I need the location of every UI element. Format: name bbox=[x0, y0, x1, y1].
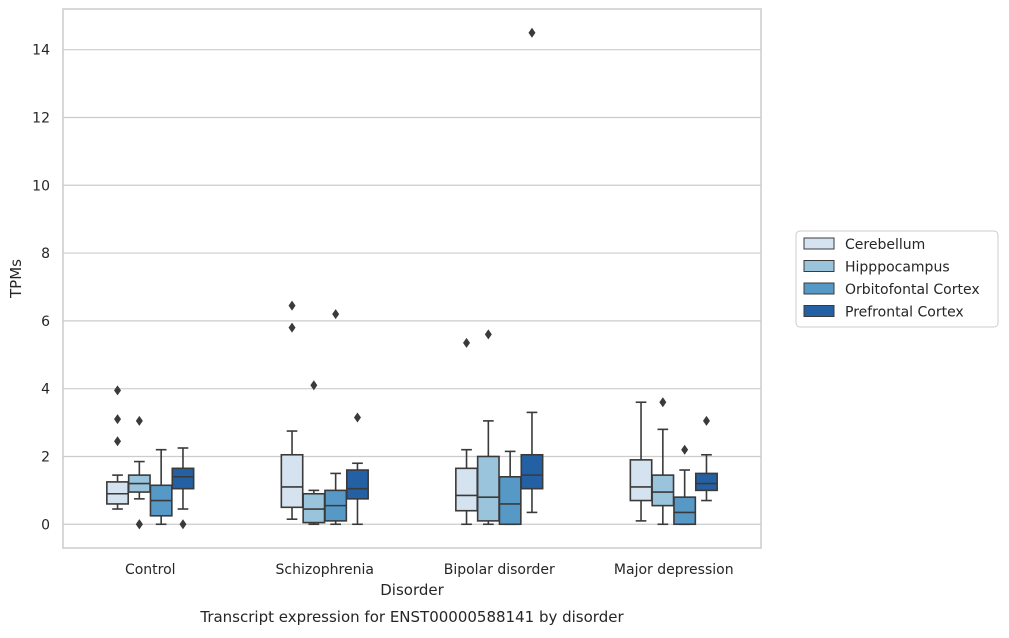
box-iqr bbox=[651, 474, 675, 507]
box-iqr bbox=[476, 455, 500, 522]
box-orbitofontal-cortex bbox=[324, 309, 348, 526]
box-iqr bbox=[171, 467, 195, 490]
outlier-point bbox=[114, 414, 122, 425]
box-orbitofontal-cortex bbox=[149, 448, 173, 526]
outlier-point bbox=[114, 436, 122, 447]
outlier-point bbox=[288, 322, 296, 333]
box-hipppocampus bbox=[302, 380, 326, 526]
box-orbitofontal-cortex bbox=[673, 444, 697, 526]
legend-frame bbox=[795, 230, 999, 328]
legend-label: Prefrontal Cortex bbox=[845, 305, 964, 321]
box-prefrontal-cortex bbox=[171, 447, 195, 530]
outlier-point bbox=[484, 329, 492, 340]
x-tick-label: Bipolar disorder bbox=[444, 562, 555, 578]
legend-label: Hipppocampus bbox=[845, 260, 950, 276]
legend-swatch bbox=[803, 282, 835, 295]
outlier-point bbox=[332, 309, 340, 320]
y-tick-labels: 0 2 4 6 8 10 12 14 bbox=[32, 43, 50, 534]
x-axis-label: Disorder bbox=[380, 581, 444, 599]
legend-label: Orbitofontal Cortex bbox=[845, 282, 980, 298]
legend-swatch bbox=[803, 260, 835, 272]
y-axis-label: TPMs bbox=[7, 259, 25, 299]
outlier-point bbox=[310, 380, 318, 391]
outlier-point bbox=[179, 519, 187, 530]
box-hipppocampus bbox=[476, 329, 500, 526]
box-iqr bbox=[345, 469, 369, 500]
box-orbitofontal-cortex bbox=[498, 450, 522, 526]
outlier-point bbox=[528, 27, 536, 38]
y-tick-label: 0 bbox=[41, 517, 50, 533]
box-hipppocampus bbox=[651, 397, 675, 526]
outlier-point bbox=[114, 385, 122, 396]
box-layer bbox=[106, 27, 718, 530]
legend: Cerebellum Hipppocampus Orbitofontal Corte… bbox=[795, 230, 999, 328]
outlier-point bbox=[135, 519, 143, 530]
box-hipppocampus bbox=[127, 415, 151, 530]
box-iqr bbox=[673, 496, 697, 526]
plot-frame bbox=[62, 8, 762, 549]
box-iqr bbox=[455, 467, 479, 512]
outlier-point bbox=[702, 415, 710, 426]
y-tick-label: 2 bbox=[41, 449, 50, 465]
x-tick-label: Control bbox=[125, 562, 176, 578]
x-tick-labels: Control Schizophrenia Bipolar disorder Majo… bbox=[125, 562, 734, 578]
box-prefrontal-cortex bbox=[694, 415, 718, 502]
y-tick-label: 4 bbox=[41, 382, 50, 398]
outlier-point bbox=[681, 444, 689, 455]
box-iqr bbox=[629, 459, 653, 502]
grid-layer bbox=[63, 49, 761, 525]
outlier-point bbox=[659, 397, 667, 408]
outlier-point bbox=[353, 412, 361, 423]
y-tick-label: 10 bbox=[32, 178, 50, 194]
box-iqr bbox=[302, 492, 326, 524]
chart-caption: Transcript expression for ENST0000058814… bbox=[199, 608, 624, 626]
box-iqr bbox=[498, 476, 522, 526]
y-tick-label: 6 bbox=[41, 314, 50, 330]
y-tick-label: 8 bbox=[41, 246, 50, 262]
y-tick-label: 14 bbox=[32, 43, 50, 59]
y-tick-label: 12 bbox=[32, 110, 50, 126]
box-cerebellum bbox=[280, 300, 304, 520]
legend-label: Cerebellum bbox=[845, 237, 925, 253]
outlier-point bbox=[135, 415, 143, 426]
box-prefrontal-cortex bbox=[345, 412, 369, 526]
box-iqr bbox=[694, 472, 718, 492]
x-tick-label: Major depression bbox=[614, 562, 734, 578]
box-cerebellum bbox=[106, 385, 130, 510]
box-cerebellum bbox=[629, 401, 653, 522]
box-iqr bbox=[280, 453, 304, 509]
box-iqr bbox=[106, 481, 130, 505]
box-cerebellum bbox=[455, 337, 479, 526]
legend-swatch bbox=[803, 237, 835, 250]
outlier-point bbox=[463, 337, 471, 348]
box-iqr bbox=[520, 453, 544, 490]
x-tick-label: Schizophrenia bbox=[276, 562, 374, 578]
legend-swatch bbox=[803, 305, 835, 317]
outlier-point bbox=[288, 300, 296, 311]
box-prefrontal-cortex bbox=[520, 27, 544, 514]
